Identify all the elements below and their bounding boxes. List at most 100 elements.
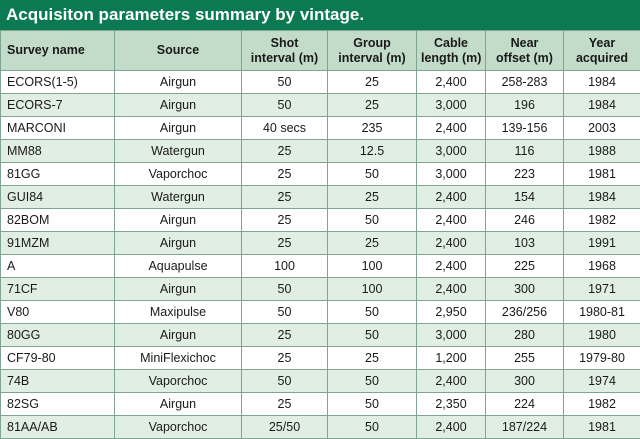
cable-length-cell: 2,400 bbox=[417, 255, 486, 278]
survey-name-cell: 80GG bbox=[1, 324, 115, 347]
group-interval-cell: 100 bbox=[328, 255, 417, 278]
source-cell: MiniFlexichoc bbox=[115, 347, 242, 370]
group-interval-cell: 25 bbox=[328, 71, 417, 94]
group-interval-cell: 50 bbox=[328, 324, 417, 347]
survey-name-cell: 82SG bbox=[1, 393, 115, 416]
year-acquired-cell: 1981 bbox=[564, 416, 640, 439]
shot-interval-cell: 25 bbox=[242, 232, 328, 255]
year-acquired-cell: 1988 bbox=[564, 140, 640, 163]
year-acquired-cell: 1979-80 bbox=[564, 347, 640, 370]
near-offset-cell: 225 bbox=[486, 255, 564, 278]
group-interval-cell: 50 bbox=[328, 301, 417, 324]
near-offset-cell: 258-283 bbox=[486, 71, 564, 94]
shot-interval-cell: 50 bbox=[242, 71, 328, 94]
group-interval-cell: 50 bbox=[328, 209, 417, 232]
shot-interval-cell: 50 bbox=[242, 370, 328, 393]
column-header-near-offset: Near offset (m) bbox=[486, 31, 564, 71]
near-offset-cell: 196 bbox=[486, 94, 564, 117]
group-interval-cell: 235 bbox=[328, 117, 417, 140]
near-offset-cell: 236/256 bbox=[486, 301, 564, 324]
group-interval-cell: 50 bbox=[328, 416, 417, 439]
cable-length-cell: 1,200 bbox=[417, 347, 486, 370]
cable-length-cell: 2,400 bbox=[417, 209, 486, 232]
shot-interval-cell: 40 secs bbox=[242, 117, 328, 140]
source-cell: Watergun bbox=[115, 140, 242, 163]
survey-name-cell: CF79-80 bbox=[1, 347, 115, 370]
near-offset-cell: 300 bbox=[486, 278, 564, 301]
column-header-year-acquired: Year acquired bbox=[564, 31, 640, 71]
survey-name-cell: 91MZM bbox=[1, 232, 115, 255]
table-header-row: Survey name Source Shot interval (m) Gro… bbox=[1, 31, 640, 71]
survey-name-cell: 81GG bbox=[1, 163, 115, 186]
source-cell: Airgun bbox=[115, 278, 242, 301]
survey-name-cell: 82BOM bbox=[1, 209, 115, 232]
cable-length-cell: 2,400 bbox=[417, 186, 486, 209]
source-cell: Airgun bbox=[115, 324, 242, 347]
year-acquired-cell: 1982 bbox=[564, 393, 640, 416]
shot-interval-cell: 25 bbox=[242, 393, 328, 416]
year-acquired-cell: 1984 bbox=[564, 186, 640, 209]
cable-length-cell: 2,950 bbox=[417, 301, 486, 324]
column-header-source: Source bbox=[115, 31, 242, 71]
near-offset-cell: 187/224 bbox=[486, 416, 564, 439]
cable-length-cell: 2,400 bbox=[417, 370, 486, 393]
survey-name-cell: A bbox=[1, 255, 115, 278]
group-interval-cell: 50 bbox=[328, 393, 417, 416]
shot-interval-cell: 50 bbox=[242, 278, 328, 301]
acquisition-parameters-table: Survey name Source Shot interval (m) Gro… bbox=[0, 30, 640, 439]
near-offset-cell: 246 bbox=[486, 209, 564, 232]
source-cell: Airgun bbox=[115, 117, 242, 140]
column-header-shot-interval: Shot interval (m) bbox=[242, 31, 328, 71]
near-offset-cell: 103 bbox=[486, 232, 564, 255]
shot-interval-cell: 25 bbox=[242, 186, 328, 209]
near-offset-cell: 300 bbox=[486, 370, 564, 393]
survey-name-cell: 74B bbox=[1, 370, 115, 393]
table-title: Acquisiton parameters summary by vintage… bbox=[0, 0, 640, 30]
survey-name-cell: ECORS-7 bbox=[1, 94, 115, 117]
shot-interval-cell: 25/50 bbox=[242, 416, 328, 439]
shot-interval-cell: 25 bbox=[242, 347, 328, 370]
survey-name-cell: MM88 bbox=[1, 140, 115, 163]
cable-length-cell: 2,400 bbox=[417, 71, 486, 94]
year-acquired-cell: 1980-81 bbox=[564, 301, 640, 324]
source-cell: Airgun bbox=[115, 393, 242, 416]
shot-interval-cell: 100 bbox=[242, 255, 328, 278]
cable-length-cell: 2,350 bbox=[417, 393, 486, 416]
source-cell: Airgun bbox=[115, 71, 242, 94]
near-offset-cell: 139-156 bbox=[486, 117, 564, 140]
near-offset-cell: 224 bbox=[486, 393, 564, 416]
group-interval-cell: 50 bbox=[328, 163, 417, 186]
source-cell: Aquapulse bbox=[115, 255, 242, 278]
cable-length-cell: 2,400 bbox=[417, 232, 486, 255]
year-acquired-cell: 1980 bbox=[564, 324, 640, 347]
year-acquired-cell: 1982 bbox=[564, 209, 640, 232]
shot-interval-cell: 50 bbox=[242, 94, 328, 117]
group-interval-cell: 12.5 bbox=[328, 140, 417, 163]
survey-name-cell: 81AA/AB bbox=[1, 416, 115, 439]
year-acquired-cell: 1984 bbox=[564, 94, 640, 117]
group-interval-cell: 25 bbox=[328, 347, 417, 370]
group-interval-cell: 25 bbox=[328, 186, 417, 209]
year-acquired-cell: 1991 bbox=[564, 232, 640, 255]
survey-name-cell: MARCONI bbox=[1, 117, 115, 140]
source-cell: Airgun bbox=[115, 232, 242, 255]
cable-length-cell: 2,400 bbox=[417, 278, 486, 301]
survey-name-cell: ECORS(1-5) bbox=[1, 71, 115, 94]
source-cell: Maxipulse bbox=[115, 301, 242, 324]
year-acquired-cell: 2003 bbox=[564, 117, 640, 140]
cable-length-cell: 3,000 bbox=[417, 324, 486, 347]
source-cell: Airgun bbox=[115, 209, 242, 232]
survey-name-cell: V80 bbox=[1, 301, 115, 324]
column-header-cable-length: Cable length (m) bbox=[417, 31, 486, 71]
source-cell: Vaporchoc bbox=[115, 163, 242, 186]
